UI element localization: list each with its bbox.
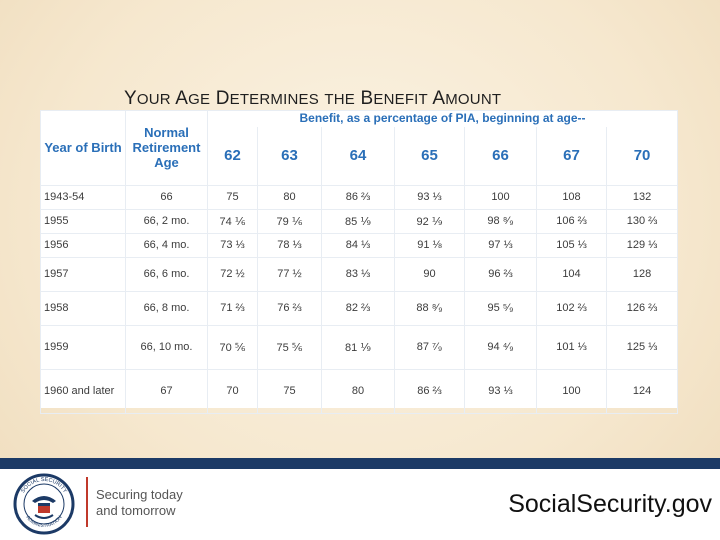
cell-value: 130 ⅔	[605, 208, 679, 234]
cell-value: 108	[536, 184, 607, 210]
cell-value: 98 ⁸⁄₉	[464, 208, 537, 234]
cell-nra: 66, 6 mo.	[125, 256, 208, 292]
table-row: 1960 and later 67 70 75 80 86 ⅔ 93 ⅓ 100…	[40, 368, 679, 414]
cell-value: 125 ⅓	[605, 324, 679, 370]
cell-value: 124	[605, 368, 679, 414]
cell-value: 74 ⅙	[207, 208, 258, 234]
cell-nra: 66	[125, 184, 208, 210]
cell-value: 95 ⁵⁄₉	[464, 290, 537, 326]
cell-value: 90	[394, 256, 465, 292]
cell-value: 75 ⅚	[257, 324, 322, 370]
cell-value: 70	[207, 368, 258, 414]
cell-value: 96 ⅔	[464, 256, 537, 292]
cell-value: 80	[257, 184, 322, 210]
cell-value: 129 ⅓	[605, 232, 679, 258]
cell-value: 71 ⅔	[207, 290, 258, 326]
cell-value: 84 ⅓	[321, 232, 395, 258]
cell-value: 75	[207, 184, 258, 210]
footer-divider	[86, 477, 88, 527]
cell-value: 105 ⅓	[536, 232, 607, 258]
cell-value: 86 ⅔	[394, 368, 465, 414]
cell-value: 104	[536, 256, 607, 292]
ssa-seal-icon: SOCIAL SECURITY ADMINISTRATION	[13, 473, 75, 535]
age-header: 64	[321, 127, 395, 186]
cell-year: 1955	[40, 208, 126, 234]
cell-nra: 67	[125, 368, 208, 414]
benefit-table: Year of Birth Normal Retirement Age Bene…	[40, 110, 679, 414]
age-header: 62	[207, 127, 258, 186]
cell-value: 128	[605, 256, 679, 292]
cell-value: 100	[536, 368, 607, 414]
tagline-line: and tomorrow	[96, 503, 176, 518]
cell-value: 92 ⅑	[394, 208, 465, 234]
cell-year: 1960 and later	[40, 368, 126, 414]
slide-title: YOUR AGE DETERMINES THE BENEFIT AMOUNT	[124, 88, 502, 109]
cell-value: 86 ⅔	[321, 184, 395, 210]
table-row: 1959 66, 10 mo. 70 ⅚ 75 ⅚ 81 ⅑ 87 ⁷⁄₉ 94…	[40, 324, 679, 370]
col-header-year: Year of Birth	[40, 110, 126, 186]
cell-value: 81 ⅑	[321, 324, 395, 370]
table-row: 1943-54 66 75 80 86 ⅔ 93 ⅓ 100 108 132	[40, 184, 679, 210]
cell-nra: 66, 8 mo.	[125, 290, 208, 326]
cell-value: 83 ⅓	[321, 256, 395, 292]
cell-value: 70 ⅚	[207, 324, 258, 370]
table-row: 1956 66, 4 mo. 73 ⅓ 78 ⅓ 84 ⅓ 91 ⅛ 97 ⅓ …	[40, 232, 679, 258]
cell-year: 1956	[40, 232, 126, 258]
span-header-benefit: Benefit, as a percentage of PIA, beginni…	[206, 110, 679, 127]
cell-value: 87 ⁷⁄₉	[394, 324, 465, 370]
age-header: 67	[536, 127, 607, 186]
cell-nra: 66, 2 mo.	[125, 208, 208, 234]
table-row: 1955 66, 2 mo. 74 ⅙ 79 ⅙ 85 ⅑ 92 ⅑ 98 ⁸⁄…	[40, 208, 679, 234]
cell-value: 91 ⅛	[394, 232, 465, 258]
age-header: 63	[257, 127, 322, 186]
cell-value: 102 ⅔	[536, 290, 607, 326]
cell-value: 78 ⅓	[257, 232, 322, 258]
cell-value: 79 ⅙	[257, 208, 322, 234]
age-header: 65	[394, 127, 465, 186]
tagline: Securing today and tomorrow	[96, 487, 216, 519]
cell-year: 1958	[40, 290, 126, 326]
cell-value: 106 ⅔	[536, 208, 607, 234]
tagline-line: Securing today	[96, 487, 183, 502]
cell-value: 126 ⅔	[605, 290, 679, 326]
table-row: 1957 66, 6 mo. 72 ½ 77 ½ 83 ⅓ 90 96 ⅔ 10…	[40, 256, 679, 292]
cell-year: 1959	[40, 324, 126, 370]
cell-nra: 66, 4 mo.	[125, 232, 208, 258]
cell-value: 132	[605, 184, 679, 210]
cell-value: 76 ⅔	[257, 290, 322, 326]
cell-value: 72 ½	[207, 256, 258, 292]
cell-value: 94 ⁴⁄₉	[464, 324, 537, 370]
cell-year: 1957	[40, 256, 126, 292]
col-header-nra: Normal Retirement Age	[125, 110, 208, 186]
cell-nra: 66, 10 mo.	[125, 324, 208, 370]
table-row: 1958 66, 8 mo. 71 ⅔ 76 ⅔ 82 ⅔ 88 ⁸⁄₉ 95 …	[40, 290, 679, 326]
website-link[interactable]: SocialSecurity.gov	[508, 490, 712, 518]
cell-value: 77 ½	[257, 256, 322, 292]
cell-year: 1943-54	[40, 184, 126, 210]
cell-value: 82 ⅔	[321, 290, 395, 326]
age-header: 70	[605, 127, 679, 186]
cell-value: 101 ⅓	[536, 324, 607, 370]
cell-value: 93 ⅓	[394, 184, 465, 210]
cell-value: 97 ⅓	[464, 232, 537, 258]
cell-value: 100	[464, 184, 537, 210]
footer-bar	[0, 458, 720, 469]
cell-value: 88 ⁸⁄₉	[394, 290, 465, 326]
age-header: 66	[464, 127, 537, 186]
cell-value: 80	[321, 368, 395, 414]
cell-value: 73 ⅓	[207, 232, 258, 258]
footer	[0, 469, 720, 540]
cell-value: 75	[257, 368, 322, 414]
cell-value: 85 ⅑	[321, 208, 395, 234]
cell-value: 93 ⅓	[464, 368, 537, 414]
